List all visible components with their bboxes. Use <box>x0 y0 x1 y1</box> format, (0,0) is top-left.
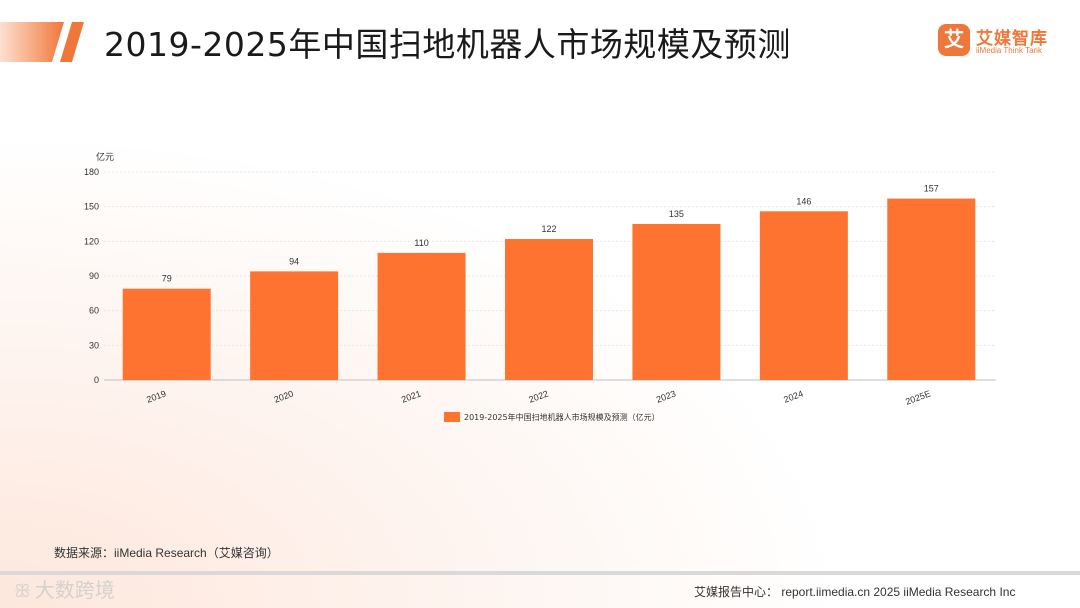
data-label: 94 <box>289 256 299 266</box>
x-tick-label: 2023 <box>655 388 677 404</box>
legend-swatch <box>444 412 460 422</box>
footer-divider <box>0 571 1080 575</box>
bar <box>122 288 211 380</box>
x-tick-label: 2021 <box>400 388 422 404</box>
data-label: 122 <box>541 224 556 234</box>
logo-mark-icon: 艾 <box>938 24 970 56</box>
bar <box>505 239 593 380</box>
data-label: 79 <box>162 274 172 284</box>
page-title: 2019-2025年中国扫地机器人市场规模及预测 <box>104 25 791 64</box>
y-axis-unit-label: 亿元 <box>96 151 114 163</box>
y-tick-label: 150 <box>84 202 99 212</box>
watermark: ꕥ 大数跨境 <box>14 574 115 603</box>
y-tick-label: 0 <box>94 375 99 385</box>
y-tick-label: 180 <box>84 167 99 177</box>
legend-label: 2019-2025年中国扫地机器人市场规模及预测（亿元） <box>464 412 660 422</box>
y-tick-label: 120 <box>84 236 99 246</box>
iimedia-logo: 艾 艾媒智库 iiMedia Think Tank <box>938 24 1068 64</box>
bar <box>632 224 721 380</box>
data-label: 110 <box>414 238 428 248</box>
logo-name: 艾媒智库 <box>976 29 1048 48</box>
data-label: 146 <box>796 196 811 206</box>
x-tick-label: 2025E <box>904 388 932 406</box>
x-tick-label: 2022 <box>527 388 549 404</box>
bar <box>759 211 848 380</box>
y-tick-label: 30 <box>89 340 99 350</box>
x-tick-label: 2019 <box>145 388 167 404</box>
data-label: 157 <box>924 184 939 194</box>
x-tick-label: 2020 <box>273 388 295 404</box>
title-accent-bar <box>0 22 84 62</box>
bar <box>887 198 976 380</box>
logo-subtitle: iiMedia Think Tank <box>976 46 1042 55</box>
bar <box>250 271 339 380</box>
y-tick-label: 90 <box>89 271 99 281</box>
watermark-text: 大数跨境 <box>34 580 115 602</box>
x-tick-label: 2024 <box>782 388 804 404</box>
data-label: 135 <box>669 209 684 219</box>
report-center-text: 艾媒报告中心： report.iimedia.cn 2025 iiMedia R… <box>694 585 1016 599</box>
data-source: 数据来源：iiMedia Research（艾媒咨询） <box>54 546 279 560</box>
y-tick-label: 60 <box>89 306 99 316</box>
watermark-logo-icon: ꕥ <box>14 581 31 601</box>
bar <box>377 252 466 380</box>
